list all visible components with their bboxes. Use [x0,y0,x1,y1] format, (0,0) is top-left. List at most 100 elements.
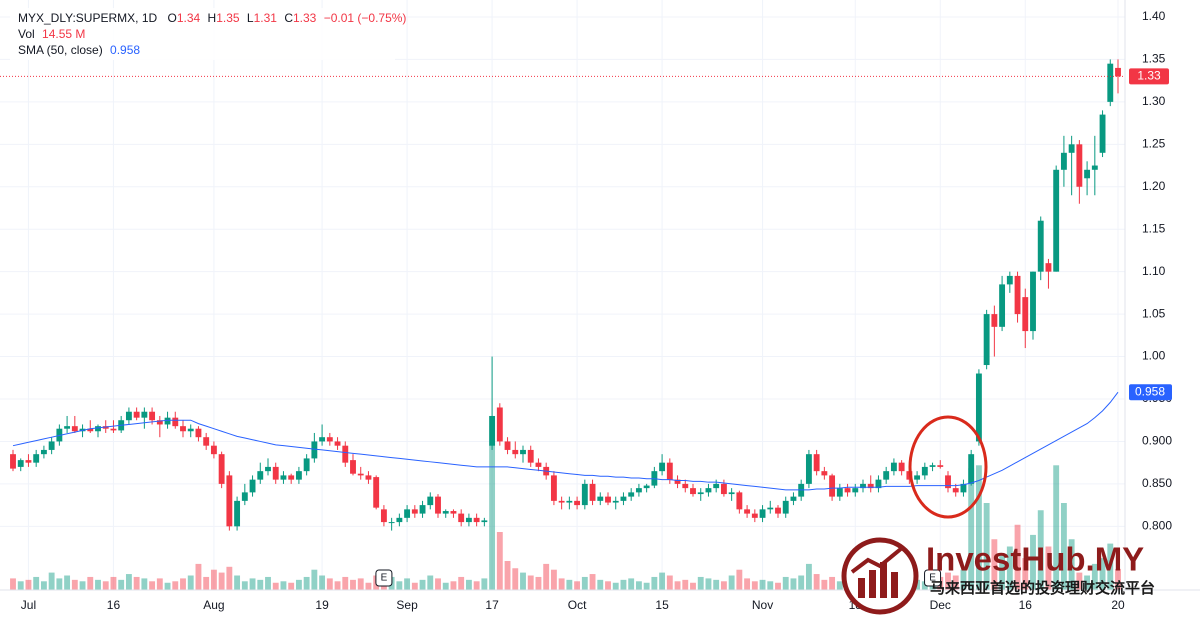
volume-bar [635,581,642,590]
candle-body [805,454,812,484]
volume-bar [10,578,16,590]
volume-bar [1084,575,1091,590]
candle-body [110,428,117,431]
candle-body [914,475,921,480]
volume-bar [1060,503,1067,590]
candle-body [1076,144,1083,187]
candle-body [705,488,712,493]
volume-bar [195,563,202,590]
x-tick-label: 20 [1111,598,1125,612]
candles [10,59,1121,531]
volume-bar [682,579,689,590]
volume-bar [419,579,426,590]
candle-body [697,492,704,495]
volume-bar [272,582,279,590]
legend-line: MYX_DLY:SUPERMX, 1D O1.34 H1.35 L1.31 C1… [18,11,406,25]
volume-bar [999,553,1006,590]
candle-body [1014,275,1021,315]
event-box [375,569,393,587]
candle-body [388,522,395,524]
candle-body [125,411,132,421]
volume-bar [218,572,225,590]
candle-body [991,314,998,327]
candle-body [210,445,217,455]
last-price-box [1129,68,1169,85]
candle-body [95,426,101,432]
candle-body [187,428,194,432]
volume-bar [612,582,619,590]
logo-arrow [850,546,904,574]
volume-pane [10,445,1121,590]
candle-body [319,437,326,442]
candle-body [635,488,642,493]
ohlc-key: L [247,11,254,25]
candle-body [813,454,820,472]
volume-bar [1022,558,1029,590]
candle-body [597,496,604,501]
candle-body [821,471,828,476]
volume-bar [829,576,836,590]
volume-bar [798,575,805,590]
candle-body [790,496,797,501]
candle-body [164,417,171,425]
volume-bar [566,579,573,590]
volume-bar [1099,558,1106,590]
candle-body [180,426,186,432]
volume-bar [1068,539,1075,590]
volume-bar [203,576,210,590]
volume-bar [1014,524,1021,590]
candle-body [257,471,264,480]
candle-body [975,373,982,442]
candle-body [744,509,751,514]
sma-line [12,391,1119,491]
candle-body [968,454,975,484]
candle-body [172,417,179,427]
candle-body [87,428,94,432]
volume-bar [311,569,318,590]
volume-bar [991,539,998,590]
symbol-title: MYX_DLY:SUPERMX, 1D [18,11,157,25]
y-tick-label: 1.10 [1142,264,1166,278]
sma-price-box [1129,384,1172,401]
candle-body [1099,114,1106,153]
candle-body [566,500,573,503]
volume-bar [172,581,179,590]
volume-bar [968,468,975,590]
ohlc-value: 1.31 [254,11,278,25]
volume-bar [40,581,47,590]
volume-bar [102,581,109,590]
volume-bar [775,582,781,590]
volume-bar [110,576,117,590]
candle-body [929,465,936,467]
candle-body [1060,152,1067,170]
candle-body [921,466,928,476]
candle-body [937,465,944,467]
volume-bar [1037,510,1044,590]
watermark-subtitle: 马来西亚首选的投资理财交流平台 [930,579,1155,597]
volume-bar [605,581,611,590]
candle-body [133,411,140,418]
x-tick-label: Oct [568,598,587,612]
candle-body [1037,220,1044,272]
volume-bar [404,578,411,590]
candle-body [782,500,789,514]
volume-bar [496,532,503,590]
y-tick-label: 0.800 [1142,519,1172,533]
candle-body [141,411,148,418]
volume-bar [674,581,681,590]
candle-body [643,485,650,489]
volume-bar [319,575,326,590]
candle-body [373,477,380,508]
candle-body [218,454,225,484]
candle-body [581,483,588,506]
volume-bar [975,465,982,590]
volume-bar [666,575,673,590]
candle-body [550,475,557,501]
sma-price-label: 0.958 [1135,384,1165,398]
volume-bar [56,578,63,590]
volume-bar [504,561,511,590]
volume-bar [643,582,650,590]
volume-bar [450,581,457,590]
volume-bar [1115,568,1121,590]
